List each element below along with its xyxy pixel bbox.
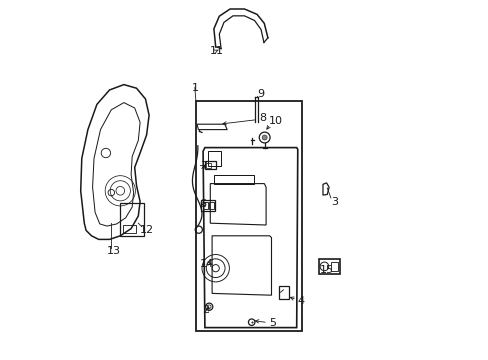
Bar [209,202,213,209]
Bar [278,286,288,299]
Bar [213,175,253,184]
Bar [330,262,337,271]
Text: 4: 4 [297,296,304,306]
Circle shape [262,135,266,140]
Bar [206,163,210,168]
Bar [120,203,143,236]
Text: 15: 15 [320,265,334,275]
Text: 5: 5 [268,318,275,328]
Text: 6: 6 [199,199,205,210]
Text: 2: 2 [202,305,209,315]
Text: 14: 14 [199,258,213,269]
Text: 11: 11 [209,46,224,56]
Bar [318,259,340,274]
Text: 9: 9 [257,89,264,99]
Text: 10: 10 [268,116,283,126]
Text: 7: 7 [200,161,207,171]
Bar [201,200,215,211]
Bar [122,225,136,233]
Bar [196,101,302,331]
Text: 3: 3 [331,197,338,207]
Text: 1: 1 [191,83,198,93]
Text: 8: 8 [258,113,265,123]
Bar [203,202,207,209]
Text: 12: 12 [140,225,154,235]
Text: 13: 13 [107,246,121,256]
Bar [204,161,216,169]
